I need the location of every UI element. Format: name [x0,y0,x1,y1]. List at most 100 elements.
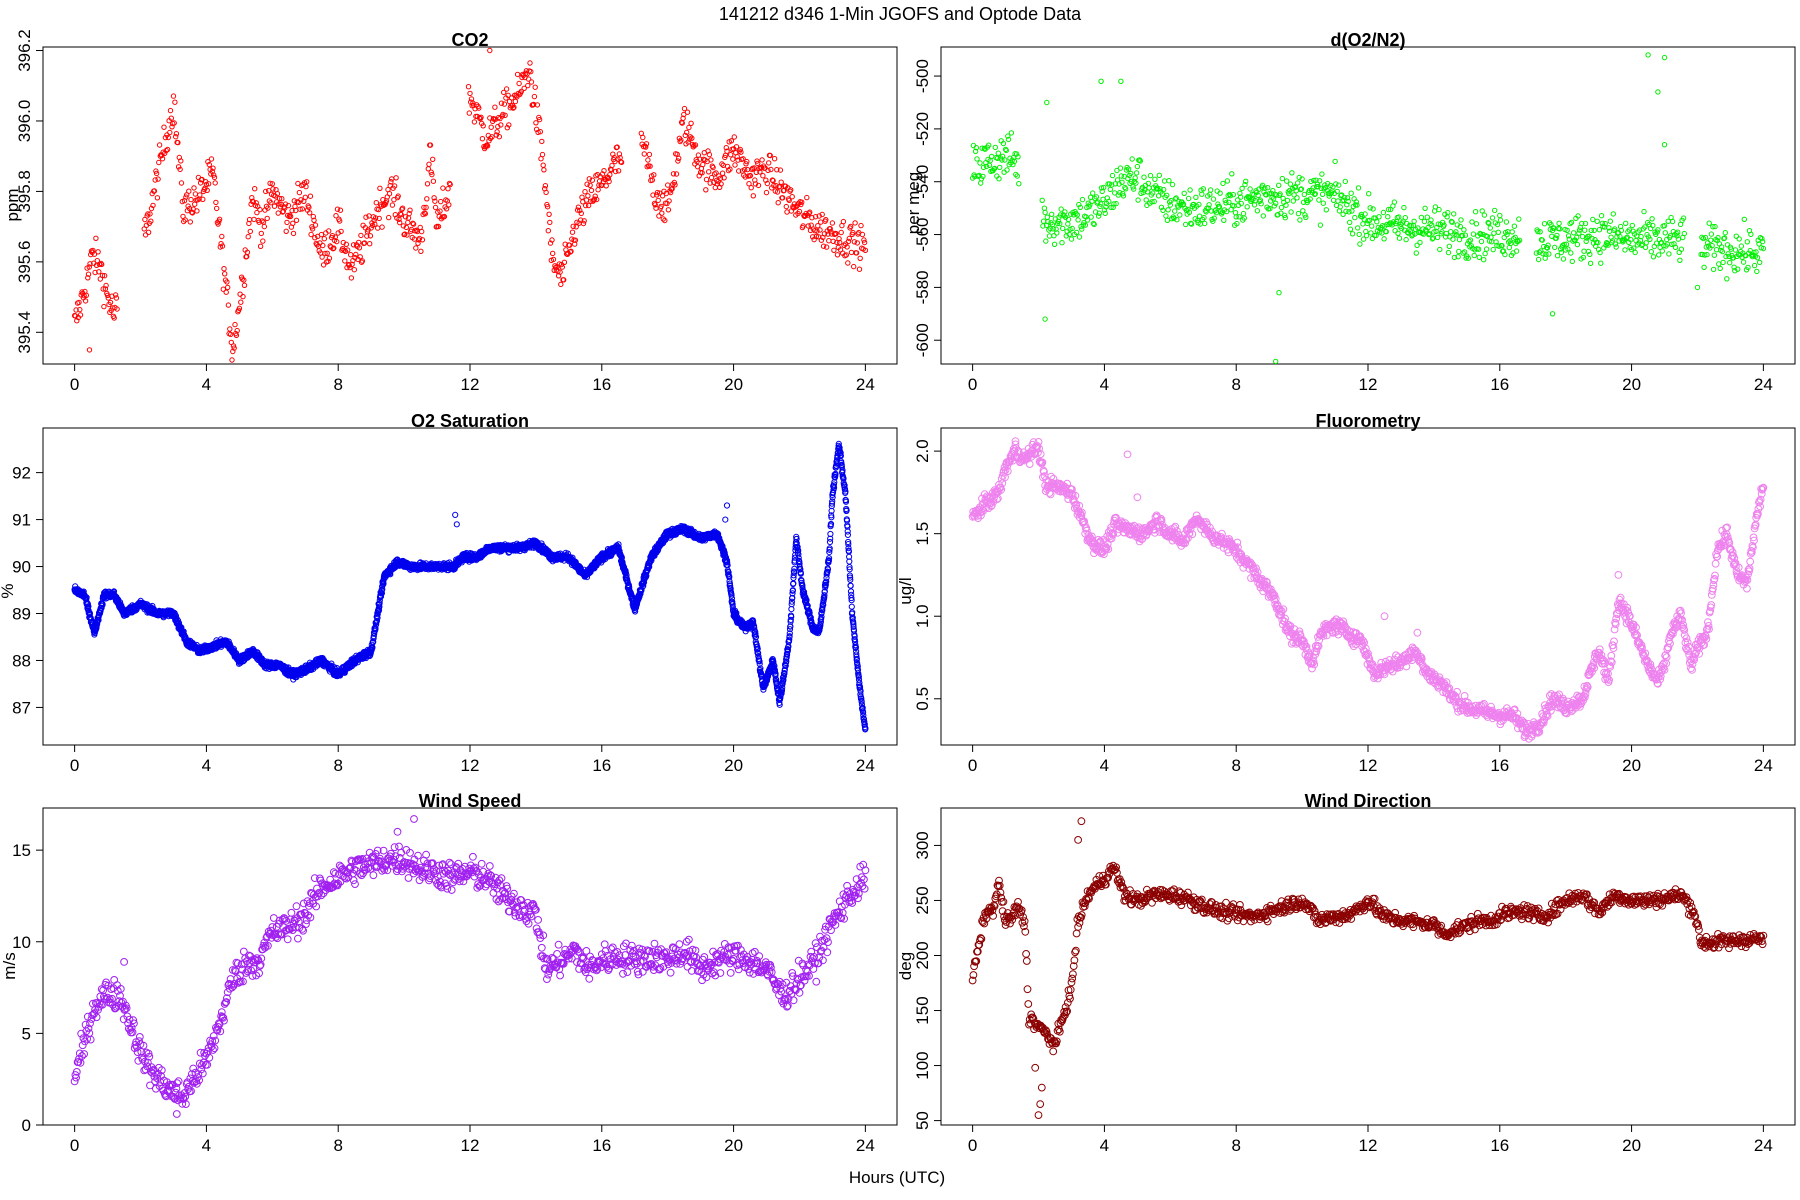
data-point [419,228,425,235]
y-axis-label-o2-saturation: % [0,583,17,598]
data-point [1656,252,1662,258]
data-point [1238,200,1244,207]
data-point [1311,191,1318,198]
data-point [399,205,406,211]
data-point [429,171,435,178]
data-point [165,134,172,141]
data-point [800,223,806,229]
data-point [346,262,352,268]
data-point [533,120,539,126]
data-point [580,220,587,227]
data-point [1708,237,1714,243]
data-point [219,233,225,240]
data-point [744,166,751,173]
data-point [1299,176,1305,182]
data-point [375,225,381,231]
data-point [297,206,303,212]
data-point [1367,205,1373,211]
data-point [148,205,155,212]
data-point [1709,242,1715,249]
data-point [257,206,263,213]
data-point [114,306,120,312]
data-point [1598,213,1605,219]
data-point [92,269,98,276]
data-point [994,155,1001,162]
data-point [574,207,581,213]
data-point [601,168,607,174]
data-point [1595,239,1601,246]
data-point [805,223,811,229]
data-point [1317,222,1324,228]
data-point [774,167,780,173]
data-point [1169,181,1176,188]
data-point [231,345,237,351]
data-point [1545,242,1551,248]
data-point [851,263,857,270]
data-point [1075,217,1081,223]
data-point [572,237,579,243]
data-point [769,177,776,183]
data-point [1130,184,1136,190]
data-point [1281,212,1288,219]
data-point [857,255,863,262]
data-point [1151,198,1157,205]
data-point [1427,220,1433,227]
data-point [431,195,437,201]
data-point [1278,204,1285,211]
data-point [1589,235,1595,242]
data-point [1079,196,1086,203]
data-point [1295,210,1302,217]
data-point [1618,227,1624,234]
data-point [1363,232,1370,239]
data-point [699,170,705,176]
data-point [1004,167,1010,173]
data-point [410,221,417,227]
data-point [784,209,790,215]
data-point [525,76,532,82]
data-point [348,252,354,258]
data-point [1706,220,1712,226]
data-point [270,186,276,192]
data-point [1713,247,1720,253]
data-point [291,198,298,204]
data-point [845,238,852,245]
data-point [1043,238,1049,244]
data-point [96,269,102,275]
y-tick-label: -520 [913,112,932,146]
data-point [1672,244,1679,251]
data-point [1341,194,1348,201]
data-point [254,209,260,216]
data-point [1262,185,1268,191]
data-point [1628,237,1634,243]
data-point [1129,156,1135,162]
data-point [727,166,733,172]
data-point [666,198,672,204]
data-point [430,178,437,184]
data-point [224,279,230,285]
data-point [665,207,672,213]
data-point [379,224,385,230]
data-point [1471,252,1477,259]
data-point [1053,226,1059,232]
data-point [1654,229,1660,235]
data-point [1650,254,1657,260]
data-point [1473,221,1480,227]
data-point [1511,236,1517,242]
data-point [670,171,677,177]
data-point [585,193,591,199]
data-point [682,132,688,139]
data-point [142,232,149,238]
data-point [1244,204,1250,210]
data-point [1217,190,1223,196]
data-point [1647,236,1653,243]
data-point [1369,223,1375,229]
y-tick-label: 396.2 [15,29,34,72]
data-point [1000,140,1007,147]
data-point [1276,290,1282,296]
data-point [334,238,340,245]
data-point [1088,214,1094,220]
data-point [853,250,860,256]
data-point [1552,244,1558,251]
data-point [152,177,158,183]
data-point [1323,207,1329,213]
